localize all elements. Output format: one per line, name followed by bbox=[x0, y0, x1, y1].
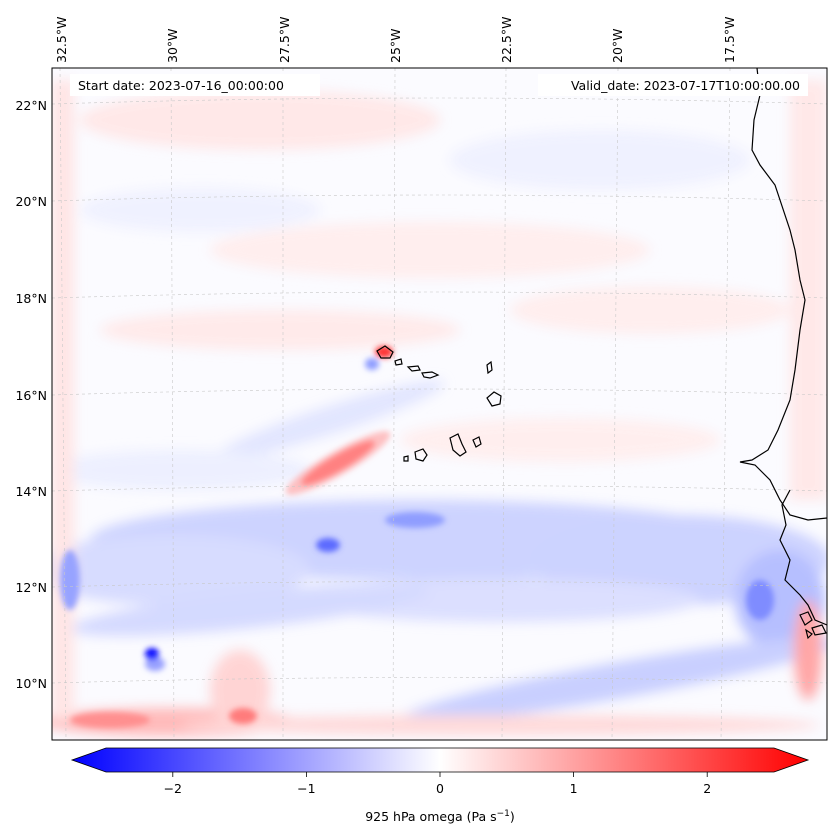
island-brava bbox=[403, 455, 409, 462]
island-boa-vista bbox=[486, 391, 502, 407]
lat-label: 16°N bbox=[15, 388, 47, 403]
colorbar-tick-label: −1 bbox=[297, 781, 315, 796]
lon-label: 32.5°W bbox=[54, 17, 69, 63]
lon-label: 27.5°W bbox=[277, 17, 292, 63]
lon-label: 25°W bbox=[388, 28, 403, 63]
coastlines bbox=[376, 68, 827, 640]
africa-coastline bbox=[739, 68, 827, 521]
colorbar: −2 −1 0 1 2 925 hPa omega (Pa s−1) bbox=[70, 747, 810, 824]
island-santiago bbox=[449, 433, 467, 457]
island-maio bbox=[472, 436, 482, 448]
valid-date-label: Valid_date: 2023-07-17T10:00:00.00 bbox=[571, 78, 800, 93]
colorbar-tick-label: 1 bbox=[570, 781, 578, 796]
map-panel bbox=[52, 68, 827, 740]
colorbar-tick-label: 0 bbox=[436, 781, 444, 796]
lat-label: 12°N bbox=[15, 580, 47, 595]
map-frame bbox=[51, 67, 828, 741]
gridlines bbox=[52, 68, 827, 740]
colorbar-body bbox=[70, 747, 810, 773]
lon-label: 30°W bbox=[165, 28, 180, 63]
island-sal bbox=[486, 360, 493, 375]
lon-labels: 32.5°W 30°W 27.5°W 25°W 22.5°W 20°W 17.5… bbox=[54, 17, 737, 63]
lon-label: 17.5°W bbox=[722, 17, 737, 63]
island-sao-vicente bbox=[394, 358, 403, 366]
island-sao-nicolau bbox=[406, 365, 421, 372]
colorbar-label: 925 hPa omega (Pa s−1) bbox=[365, 809, 515, 824]
island-sao-nicolau-2 bbox=[421, 371, 440, 379]
lat-label: 18°N bbox=[15, 291, 47, 306]
lat-label: 10°N bbox=[15, 676, 47, 691]
colorbar-tick-label: −2 bbox=[164, 781, 182, 796]
start-date-label: Start date: 2023-07-16_00:00:00 bbox=[78, 78, 284, 93]
lat-label: 14°N bbox=[15, 484, 47, 499]
island-fogo bbox=[414, 448, 428, 462]
lat-label: 22°N bbox=[15, 98, 47, 113]
island-santo-antao bbox=[376, 345, 394, 359]
colorbar-tick-label: 2 bbox=[703, 781, 711, 796]
guinea-bissau-islands bbox=[799, 611, 827, 640]
lon-label: 20°W bbox=[610, 28, 625, 63]
lat-label: 20°N bbox=[15, 194, 47, 209]
lat-labels: 22°N 20°N 18°N 16°N 14°N 12°N 10°N bbox=[15, 98, 47, 691]
lon-label: 22.5°W bbox=[499, 17, 514, 63]
senegal-gambia-coast bbox=[779, 489, 827, 626]
colorbar-ticks: −2 −1 0 1 2 bbox=[164, 772, 711, 796]
